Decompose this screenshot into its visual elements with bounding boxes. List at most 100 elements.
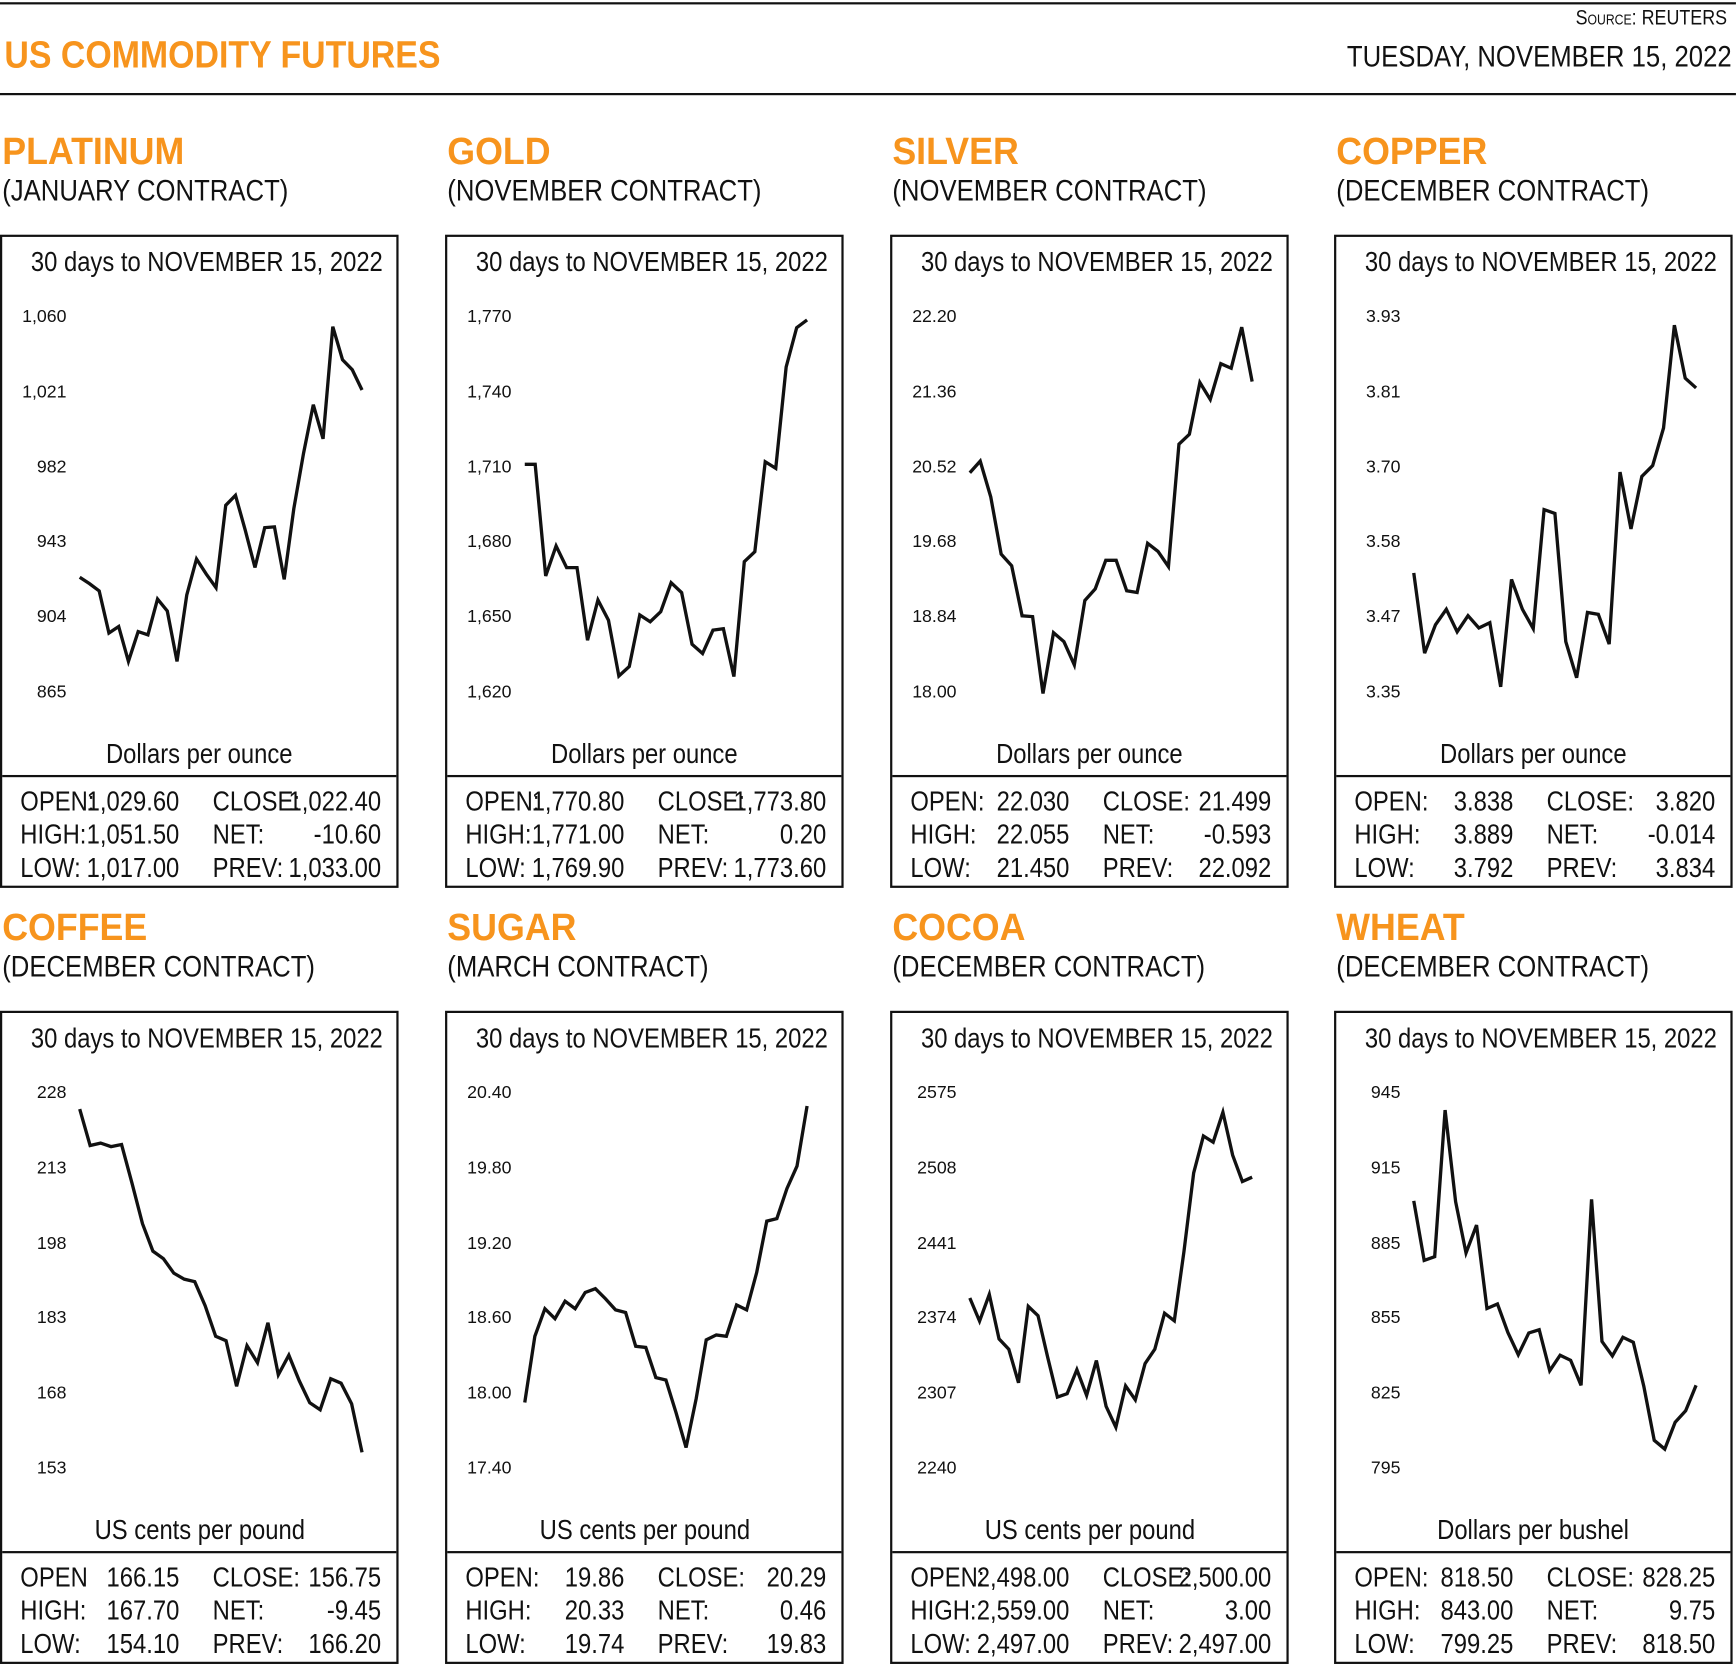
y-tick-label: 885 <box>1370 1233 1401 1253</box>
contract-label-text: (DECEMBER CONTRACT) <box>1336 173 1650 208</box>
stat-value: 3.00 <box>1224 1595 1272 1627</box>
stat-value: 1,771.00 <box>531 819 625 851</box>
stat-value: 2,497.00 <box>976 1628 1070 1660</box>
panel-platinum: PLATINUM (JANUARY CONTRACT) 30 days to NOV… <box>0 127 399 891</box>
stat-value: 2,559.00 <box>976 1595 1070 1627</box>
price-chart <box>78 326 364 668</box>
stats-row: OPEN: 3.838 CLOSE: 3.820 <box>1336 785 1734 818</box>
stat-label: PREV: <box>1102 1628 1174 1660</box>
chart-box: 30 days to NOVEMBER 15, 2022 1,060 1,021 98… <box>0 234 400 888</box>
y-tick-label: 19.68 <box>912 532 957 552</box>
commodity-name-text: COFFEE <box>2 906 148 949</box>
y-tick-label: 19.80 <box>467 1158 512 1178</box>
stats-divider <box>447 1551 842 1554</box>
stat-value: 154.10 <box>106 1628 180 1660</box>
stat-value: 22.030 <box>996 786 1070 818</box>
y-axis-label: Dollars per ounce <box>2 738 396 770</box>
stat-value: 19.74 <box>564 1628 625 1660</box>
stat-label: OPEN: <box>465 786 540 818</box>
price-line <box>968 326 1254 694</box>
price-chart <box>968 326 1254 694</box>
y-axis-label: US cents per pound <box>447 1515 841 1547</box>
source-label: Source: <box>1575 6 1637 30</box>
price-line <box>1412 324 1698 688</box>
y-tick-label: 1,770 <box>467 307 512 327</box>
y-axis-label: Dollars per ounce <box>447 738 841 770</box>
y-tick-label: 3.35 <box>1366 683 1401 702</box>
price-stats: OPEN: 1,770.80 CLOSE: 1,773.80 HIGH: 1,771.00… <box>447 779 845 885</box>
y-tick-label: 2307 <box>917 1384 957 1403</box>
price-line <box>1412 1109 1698 1452</box>
stat-label: HIGH: <box>465 1595 532 1627</box>
stat-value: 3.792 <box>1453 852 1514 884</box>
y-axis-label-text: Dollars per ounce <box>106 738 293 770</box>
commodity-name-text: COPPER <box>1336 130 1488 173</box>
chart-title: 30 days to NOVEMBER 15, 2022 <box>447 247 841 279</box>
commodity-name: COCOA <box>892 907 1032 949</box>
chart-box: 30 days to NOVEMBER 15, 2022 22.20 21.36 20… <box>890 234 1290 888</box>
stat-value: 156.75 <box>308 1562 382 1594</box>
y-tick-label: 945 <box>1370 1083 1401 1103</box>
chart-box: 30 days to NOVEMBER 15, 2022 945 915 885 855… <box>1334 1010 1734 1664</box>
top-rule <box>0 2 1736 5</box>
commodity-name: SUGAR <box>447 907 583 949</box>
contract-label-text: (NOVEMBER CONTRACT) <box>892 173 1207 208</box>
stat-value: 19.83 <box>766 1628 827 1660</box>
stat-value: 1,773.60 <box>733 852 827 884</box>
y-tick-label: 982 <box>36 457 67 477</box>
y-axis-label: Dollars per bushel <box>1336 1515 1730 1547</box>
y-tick-label: 795 <box>1370 1459 1401 1478</box>
stat-label: PREV: <box>212 852 284 884</box>
chart-title: 30 days to NOVEMBER 15, 2022 <box>1336 247 1730 279</box>
contract-label: (DECEMBER CONTRACT) <box>1336 173 1700 208</box>
chart-title: 30 days to NOVEMBER 15, 2022 <box>892 247 1286 279</box>
stat-value: 3.834 <box>1655 852 1716 884</box>
y-tick-label: 1,710 <box>467 457 512 477</box>
price-line <box>968 1105 1253 1433</box>
y-tick-label: 1,060 <box>22 307 67 327</box>
chart-title-text: 30 days to NOVEMBER 15, 2022 <box>475 246 828 278</box>
page-date: TUESDAY, NOVEMBER 15, 2022 <box>1346 39 1732 74</box>
chart-title-text: 30 days to NOVEMBER 15, 2022 <box>1364 1022 1717 1054</box>
chart-box: 30 days to NOVEMBER 15, 2022 228 213 198 183… <box>0 1010 400 1664</box>
stat-value: 22.092 <box>1198 852 1272 884</box>
contract-label: (NOVEMBER CONTRACT) <box>892 173 1257 208</box>
stats-row: OPEN: 19.86 CLOSE: 20.29 <box>447 1561 845 1594</box>
page-title-text: US COMMODITY FUTURES <box>4 34 441 77</box>
contract-label: (DECEMBER CONTRACT) <box>892 949 1256 984</box>
stats-row: LOW: 1,769.90 PREV: 1,773.60 <box>447 851 845 884</box>
stats-divider <box>892 774 1287 778</box>
contract-label-text: (DECEMBER CONTRACT) <box>892 949 1206 984</box>
commodity-name-text: GOLD <box>447 130 551 173</box>
y-tick-label: 20.40 <box>467 1083 512 1103</box>
price-stats: OPEN 166.15 CLOSE: 156.75 HIGH: 167.70 NET: -9.… <box>2 1555 400 1661</box>
stat-label: CLOSE: <box>1546 786 1634 818</box>
stat-label: OPEN: <box>910 786 985 818</box>
contract-label: (JANUARY CONTRACT) <box>2 173 335 208</box>
chart-box: 30 days to NOVEMBER 15, 2022 2575 2508 2441… <box>890 1010 1289 1664</box>
stat-label: PREV: <box>1546 852 1618 884</box>
stat-value: 1,773.80 <box>733 786 827 818</box>
y-tick-label: 18.00 <box>467 1384 512 1403</box>
stat-label: HIGH: <box>1354 819 1421 851</box>
stat-label: LOW: <box>20 1628 81 1660</box>
stat-value: 818.50 <box>1642 1628 1716 1660</box>
contract-label-text: (DECEMBER CONTRACT) <box>1336 949 1650 984</box>
stat-value: 818.50 <box>1440 1562 1514 1594</box>
stats-row: OPEN: 22.030 CLOSE: 21.499 <box>892 785 1290 818</box>
chart-title: 30 days to NOVEMBER 15, 2022 <box>2 247 396 279</box>
y-tick-label: 855 <box>1370 1309 1401 1328</box>
stat-value: 2,498.00 <box>976 1562 1070 1594</box>
chart-title-text: 30 days to NOVEMBER 15, 2022 <box>920 246 1273 278</box>
stat-label: LOW: <box>1354 852 1415 884</box>
stat-label: CLOSE: <box>212 786 300 818</box>
stat-label: HIGH: <box>1354 1595 1421 1627</box>
y-tick-label: 1,740 <box>467 382 512 402</box>
y-tick-label: 228 <box>36 1083 67 1103</box>
commodity-name: WHEAT <box>1336 907 1471 949</box>
y-axis-label-text: US cents per pound <box>539 1514 750 1546</box>
price-stats: OPEN: 818.50 CLOSE: 828.25 HIGH: 843.00 NET: 9.… <box>1336 1555 1734 1661</box>
stat-label: OPEN: <box>465 1562 540 1594</box>
stat-label: NET: <box>1102 1595 1155 1627</box>
stats-row: HIGH: 1,051.50 NET: -10.60 <box>2 818 400 851</box>
